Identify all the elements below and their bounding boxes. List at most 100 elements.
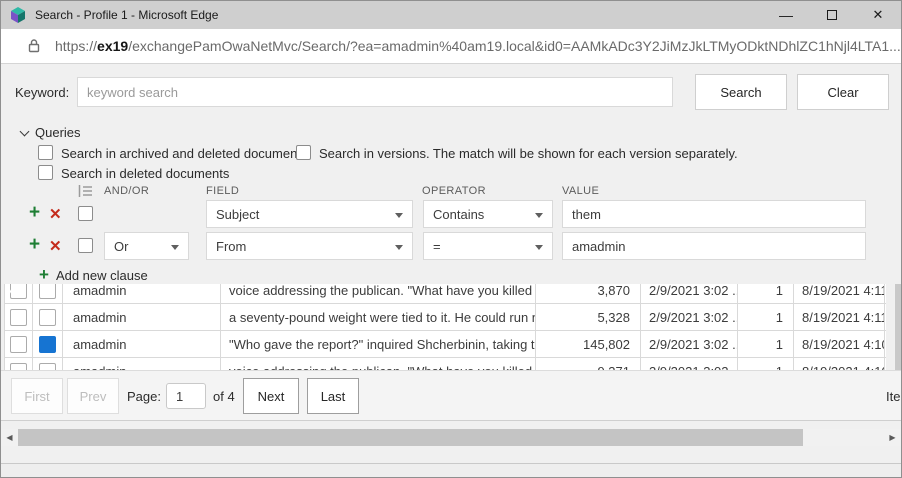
row-flag-checkbox[interactable] [39,335,56,353]
cell-modified-date: 8/19/2021 4:10... [794,331,885,357]
page-label: Page: [127,389,161,404]
field-select[interactable]: Subject [206,200,413,228]
cell-sender: amadmin [63,331,221,357]
cell-received-date: 2/9/2021 3:02 ... [641,358,738,370]
cell-count: 1 [738,284,794,303]
results-table: amadmin voice addressing the publican. "… [4,284,886,370]
checkbox-search-archived-deleted-label: Search in archived and deleted documents [61,146,308,161]
app-icon [9,6,27,24]
next-page-button[interactable]: Next [243,378,299,414]
close-icon: ✕ [872,7,884,22]
url-text[interactable]: https://ex19/exchangePamOwaNetMvc/Search… [55,38,901,54]
cell-size: 145,802 [536,331,641,357]
list-icon [78,184,92,202]
clause-row-checkbox[interactable] [78,206,93,221]
add-new-clause-link[interactable]: + Add new clause [39,265,148,285]
cell-snippet: voice addressing the publican. "What hav… [221,358,536,370]
cell-size: 5,328 [536,304,641,330]
horizontal-scrollbar[interactable]: ◀ ▶ [1,429,901,446]
clause-row-checkbox[interactable] [78,238,93,253]
add-clause-icon[interactable]: + [29,234,41,255]
value-input[interactable] [562,200,866,228]
remove-clause-icon[interactable]: ✕ [49,206,62,223]
title-bar: Search - Profile 1 - Microsoft Edge — ✕ [1,1,901,29]
caret-down-icon [395,245,403,250]
plus-icon: + [39,265,49,284]
row-select-checkbox[interactable] [10,362,27,370]
field-select-value: Subject [216,206,260,222]
cell-received-date: 2/9/2021 3:02 ... [641,331,738,357]
clear-button[interactable]: Clear [797,74,889,110]
cell-snippet: "Who gave the report?" inquired Shcherbi… [221,331,536,357]
table-row[interactable]: amadmin voice addressing the publican. "… [4,358,886,370]
cell-snippet: a seventy-pound weight were tied to it. … [221,304,536,330]
table-row[interactable]: amadmin voice addressing the publican. "… [4,284,886,304]
caret-down-icon [395,213,403,218]
andor-select[interactable]: Or [104,232,189,260]
prev-page-button[interactable]: Prev [67,378,119,414]
items-per-page-label-clipped: Ite [886,389,901,404]
caret-down-icon [535,245,543,250]
row-select-checkbox[interactable] [10,308,27,326]
checkbox-search-archived-deleted[interactable] [38,145,53,160]
page-number-input[interactable] [166,383,206,409]
operator-select[interactable]: Contains [423,200,553,228]
horizontal-scrollbar-track[interactable] [803,429,884,446]
checkbox-search-versions-label: Search in versions. The match will be sh… [319,146,738,161]
row-flag-checkbox[interactable] [39,284,56,299]
cell-modified-date: 8/19/2021 4:10... [794,358,885,370]
checkbox-search-deleted[interactable] [38,165,53,180]
column-header-field: FIELD [206,185,240,197]
scroll-right-icon[interactable]: ▶ [889,433,896,442]
cell-modified-date: 8/19/2021 4:11... [794,284,885,303]
cell-sender: amadmin [63,284,221,303]
operator-select-value: = [433,238,441,254]
row-select-checkbox[interactable] [10,335,27,353]
value-input[interactable] [562,232,866,260]
column-header-andor: AND/OR [104,185,150,197]
row-flag-checkbox[interactable] [39,308,56,326]
cell-count: 1 [738,358,794,370]
close-button[interactable]: ✕ [855,1,901,29]
window-title: Search - Profile 1 - Microsoft Edge [35,8,219,22]
page-content: Keyword: Search Clear Queries Search in … [1,64,901,477]
url-path: /exchangePamOwaNetMvc/Search/?ea=amadmin… [128,38,901,54]
operator-select[interactable]: = [423,232,553,260]
operator-select-value: Contains [433,206,485,222]
cell-sender: amadmin [63,304,221,330]
window-footer-strip [1,463,901,477]
search-button[interactable]: Search [695,74,787,110]
lock-icon[interactable] [27,38,41,54]
cell-received-date: 2/9/2021 3:02 ... [641,284,738,303]
add-clause-icon[interactable]: + [29,202,41,223]
vertical-scrollbar[interactable] [894,284,901,370]
add-new-clause-label: Add new clause [55,268,148,283]
horizontal-scrollbar-thumb[interactable] [18,429,803,446]
maximize-button[interactable] [809,1,855,29]
cell-count: 1 [738,331,794,357]
table-row[interactable]: amadmin "Who gave the report?" inquired … [4,331,886,358]
first-page-button[interactable]: First [11,378,63,414]
keyword-input[interactable] [77,77,673,107]
row-flag-checkbox[interactable] [39,362,56,370]
field-select[interactable]: From [206,232,413,260]
chevron-down-icon[interactable] [20,128,28,136]
url-host: ex19 [97,38,129,54]
scroll-left-icon[interactable]: ◀ [6,433,13,442]
last-page-button[interactable]: Last [307,378,359,414]
maximize-icon [827,10,837,20]
table-row[interactable]: amadmin a seventy-pound weight were tied… [4,304,886,331]
url-bar: https://ex19/exchangePamOwaNetMvc/Search… [1,29,901,64]
keyword-label: Keyword: [15,85,70,100]
minimize-button[interactable]: — [763,1,809,29]
remove-clause-icon[interactable]: ✕ [49,238,62,255]
field-select-value: From [216,238,247,254]
andor-select-value: Or [114,238,129,254]
cell-sender: amadmin [63,358,221,370]
cell-count: 1 [738,304,794,330]
checkbox-search-versions[interactable] [296,145,311,160]
caret-down-icon [171,245,179,250]
vertical-scrollbar-thumb[interactable] [895,284,901,370]
queries-section-label[interactable]: Queries [35,125,81,140]
